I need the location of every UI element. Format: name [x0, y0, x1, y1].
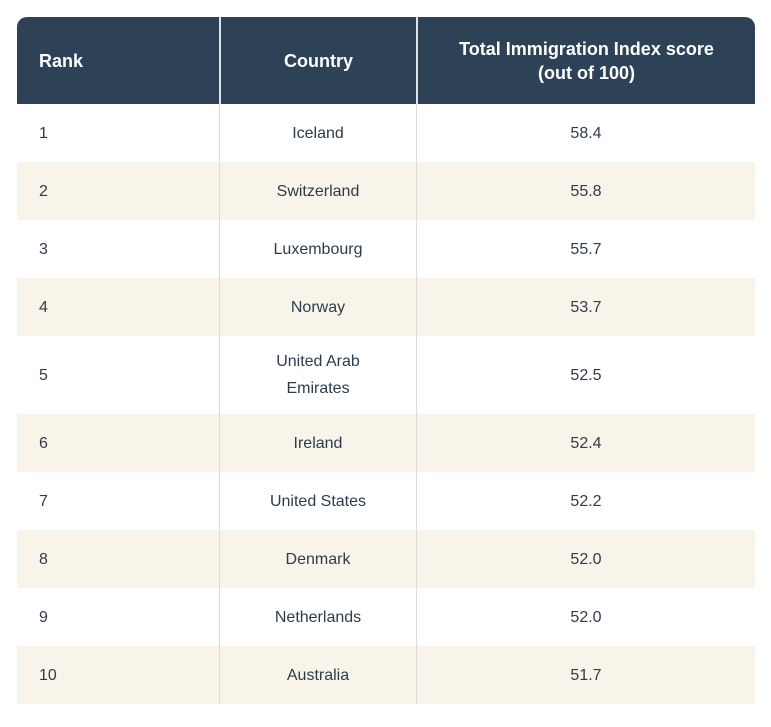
country-cell: Denmark: [219, 530, 416, 588]
rank-cell: 7: [17, 472, 219, 530]
table-body: 1 Iceland 58.4 2 Switzerland 55.8 3 Luxembourg 5…: [17, 104, 755, 704]
rank-cell: 6: [17, 414, 219, 472]
country-cell: Ireland: [219, 414, 416, 472]
score-cell: 55.7: [416, 220, 755, 278]
table-row: 7 United States 52.2: [17, 472, 755, 530]
column-header-score: Total Immigration Index score (out of 10…: [416, 17, 755, 104]
rank-cell: 8: [17, 530, 219, 588]
country-cell: Norway: [219, 278, 416, 336]
column-header-rank: Rank: [17, 17, 219, 104]
table-header-row: Rank Country Total Immigration Index sco…: [17, 17, 755, 104]
table-row: 10 Australia 51.7: [17, 646, 755, 704]
rank-cell: 3: [17, 220, 219, 278]
country-cell: Luxembourg: [219, 220, 416, 278]
table-row: 9 Netherlands 52.0: [17, 588, 755, 646]
table-row: 8 Denmark 52.0: [17, 530, 755, 588]
score-cell: 52.0: [416, 588, 755, 646]
rank-cell: 2: [17, 162, 219, 220]
score-cell: 53.7: [416, 278, 755, 336]
table-row: 1 Iceland 58.4: [17, 104, 755, 162]
country-cell: United Arab Emirates: [219, 336, 416, 414]
country-cell: United States: [219, 472, 416, 530]
score-cell: 52.0: [416, 530, 755, 588]
score-cell: 58.4: [416, 104, 755, 162]
score-cell: 52.5: [416, 336, 755, 414]
table-row: 2 Switzerland 55.8: [17, 162, 755, 220]
country-cell: Iceland: [219, 104, 416, 162]
immigration-index-table-container: Rank Country Total Immigration Index sco…: [17, 17, 755, 704]
table-row: 6 Ireland 52.4: [17, 414, 755, 472]
table-row: 4 Norway 53.7: [17, 278, 755, 336]
rank-cell: 10: [17, 646, 219, 704]
table-header: Rank Country Total Immigration Index sco…: [17, 17, 755, 104]
table-row: 3 Luxembourg 55.7: [17, 220, 755, 278]
table-row: 5 United Arab Emirates 52.5: [17, 336, 755, 414]
country-cell: Australia: [219, 646, 416, 704]
column-header-country: Country: [219, 17, 416, 104]
rank-cell: 5: [17, 336, 219, 414]
country-cell: Switzerland: [219, 162, 416, 220]
rank-cell: 4: [17, 278, 219, 336]
score-cell: 52.4: [416, 414, 755, 472]
score-cell: 51.7: [416, 646, 755, 704]
rank-cell: 9: [17, 588, 219, 646]
score-cell: 55.8: [416, 162, 755, 220]
immigration-index-table: Rank Country Total Immigration Index sco…: [17, 17, 755, 704]
rank-cell: 1: [17, 104, 219, 162]
score-cell: 52.2: [416, 472, 755, 530]
country-cell: Netherlands: [219, 588, 416, 646]
